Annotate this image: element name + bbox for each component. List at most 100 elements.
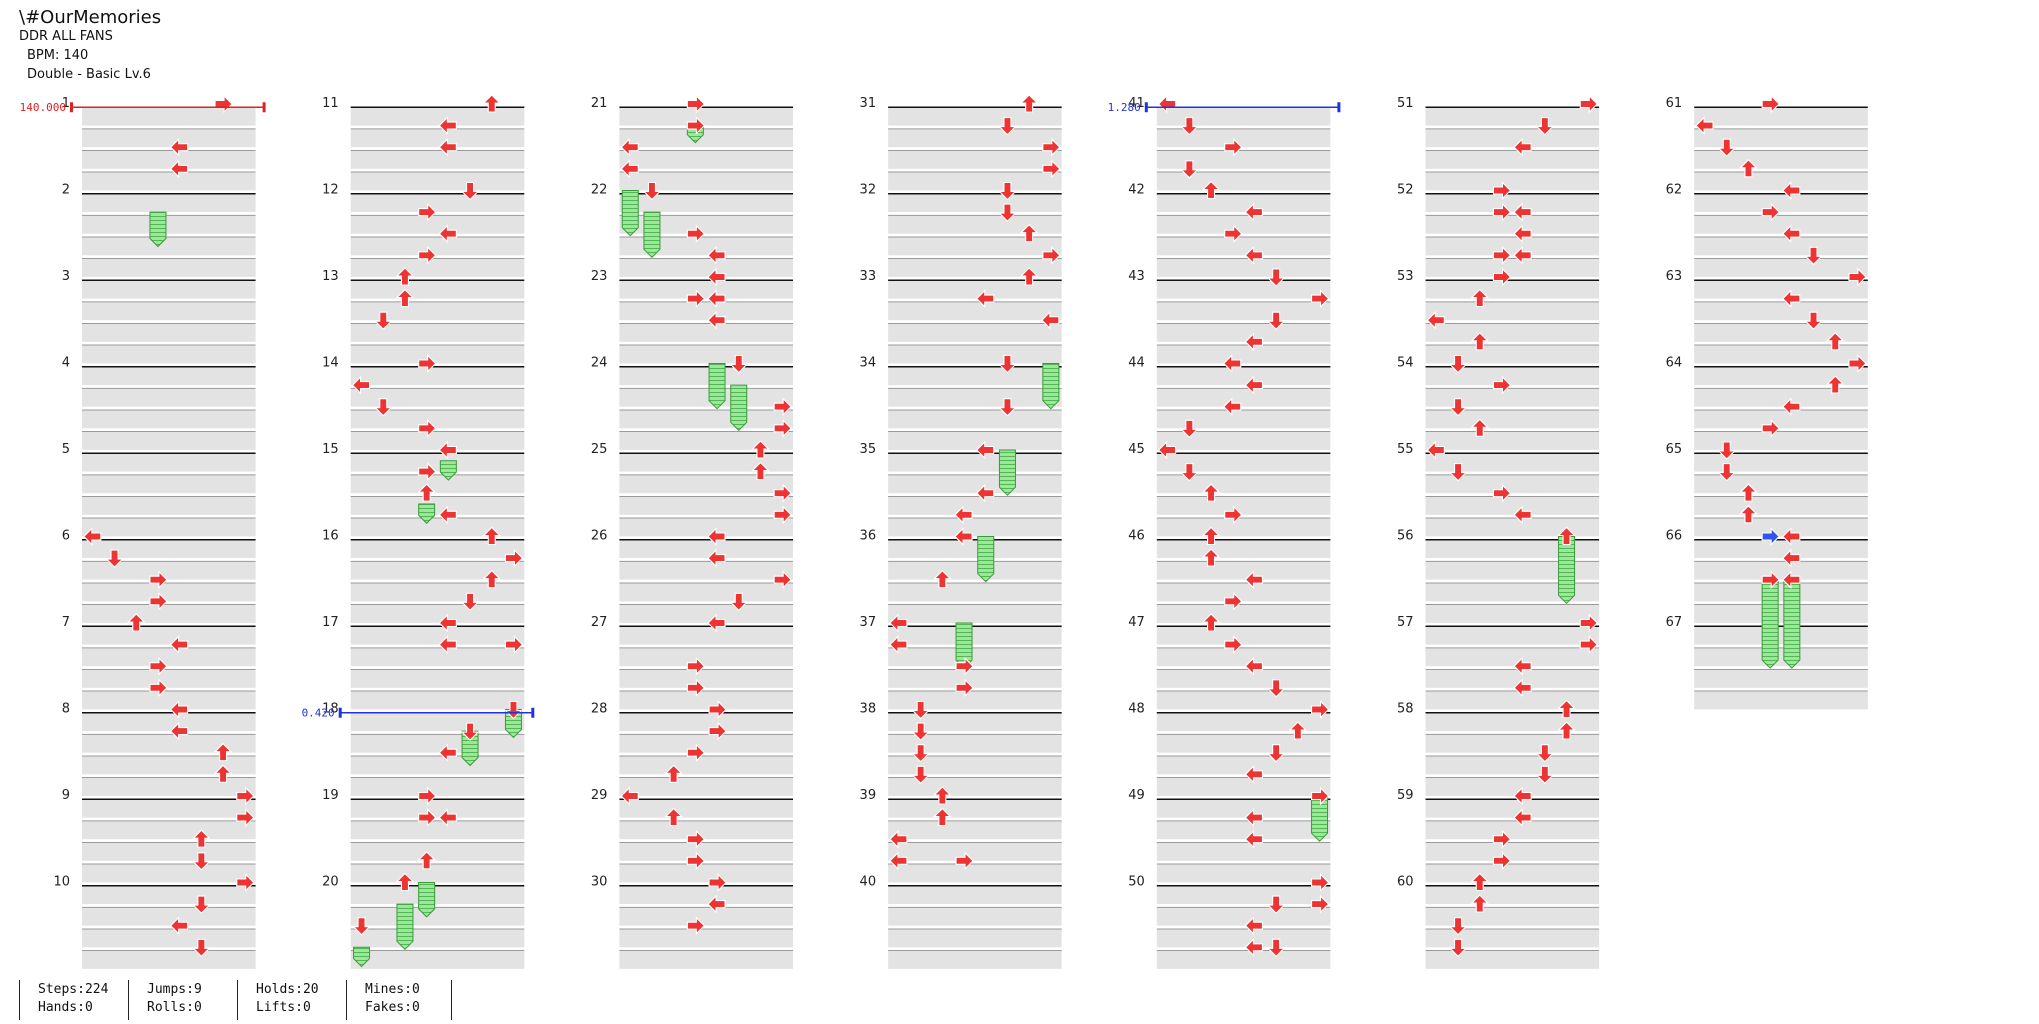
measure-band	[350, 258, 525, 277]
speed-change-tick	[70, 102, 73, 113]
measure-band	[1156, 431, 1331, 450]
measure-band	[1156, 626, 1331, 645]
step-arrow-left	[1782, 289, 1801, 308]
step-arrow-left	[707, 527, 726, 546]
stats-steps-hands: Steps:224 Hands:0	[19, 980, 128, 1020]
measure-band	[1694, 691, 1868, 710]
step-arrow-left	[1244, 937, 1263, 957]
measure-band	[82, 820, 256, 840]
measure-band	[350, 777, 525, 796]
measure-number: 44	[1128, 356, 1145, 371]
step-arrow-right	[1042, 137, 1061, 157]
step-arrow-left	[1782, 548, 1801, 568]
step-arrow-left	[169, 916, 189, 936]
step-arrow-up	[751, 440, 770, 459]
speed-change-value: 1.280	[1108, 101, 1141, 114]
step-arrow-left	[707, 267, 726, 287]
measure-band	[888, 193, 1062, 213]
step-arrow-down	[1448, 398, 1468, 417]
measure-band	[1156, 604, 1331, 623]
measure-band	[888, 236, 1062, 256]
step-arrow-down	[1804, 311, 1823, 330]
step-arrow-up	[1739, 159, 1758, 178]
step-arrow-down	[192, 852, 211, 871]
measure-band	[1694, 107, 1868, 126]
measure-band	[82, 864, 256, 883]
measure-band	[1425, 561, 1600, 580]
step-arrow-left	[1244, 202, 1263, 222]
measure-band	[1425, 366, 1600, 386]
hold-body	[1761, 579, 1779, 669]
step-arrow-left	[1513, 678, 1532, 698]
measure-band	[1156, 409, 1331, 429]
step-arrow-up	[751, 461, 770, 481]
measure-band	[350, 691, 525, 710]
measure-band	[888, 107, 1062, 126]
measure-band	[888, 885, 1062, 905]
measure-number: 36	[860, 529, 877, 544]
measure-band	[619, 431, 793, 450]
step-arrow-left	[620, 137, 639, 157]
step-arrow-left	[169, 700, 189, 719]
measure-band	[619, 799, 793, 818]
step-arrow-right	[1761, 94, 1780, 114]
measure-band	[1156, 323, 1331, 342]
step-arrow-right	[773, 505, 792, 525]
step-arrow-down	[1180, 463, 1199, 482]
measure-band	[888, 474, 1062, 494]
measure-band	[1425, 820, 1600, 840]
measure-band	[888, 280, 1062, 299]
measure-band	[619, 215, 793, 234]
stats-jumps-rolls: Jumps:9 Rolls:0	[128, 980, 237, 1020]
chart-header: \#OurMemories DDR ALL FANS BPM: 140 Doub…	[19, 8, 161, 84]
speed-change-value: 0.420	[302, 707, 335, 720]
step-arrow-left	[954, 527, 973, 546]
step-arrow-up	[395, 288, 415, 308]
measure-band	[888, 691, 1062, 710]
measure-number: 41	[1128, 96, 1145, 111]
measure-number: 7	[62, 615, 70, 630]
measure-number: 39	[860, 788, 877, 803]
step-arrow-right	[418, 202, 437, 222]
hold-body	[955, 622, 973, 669]
measure-band	[619, 496, 793, 515]
measure-band	[888, 799, 1062, 818]
measure-band	[619, 820, 793, 840]
hold-body	[1311, 795, 1329, 842]
measure-band	[1694, 539, 1868, 559]
step-arrow-right	[955, 851, 974, 871]
measure-band	[619, 539, 793, 559]
measure-band	[619, 518, 793, 537]
measure-band	[619, 236, 793, 256]
measure-band	[350, 409, 525, 429]
step-arrow-left	[83, 527, 102, 546]
measure-band	[1156, 236, 1331, 256]
measure-band	[1156, 777, 1331, 796]
measure-band	[888, 842, 1062, 861]
hold-body	[708, 363, 726, 410]
measure-band	[350, 539, 525, 559]
measure-band	[82, 431, 256, 450]
step-arrow-down	[1180, 117, 1199, 136]
step-arrow-down	[504, 700, 523, 720]
measure-band	[82, 345, 256, 364]
measure-band	[619, 626, 793, 645]
measure-band	[1694, 258, 1868, 277]
measure-band	[350, 150, 525, 169]
hold-body	[1558, 536, 1576, 605]
step-arrow-right	[1311, 786, 1330, 806]
measure-number: 3	[62, 269, 70, 284]
measure-band	[1694, 453, 1868, 472]
measure-band	[1425, 236, 1600, 256]
step-arrow-down	[998, 117, 1017, 136]
measure-number: 42	[1128, 183, 1145, 198]
measure-number: 34	[860, 356, 877, 371]
measure-band	[1425, 258, 1600, 277]
step-arrow-right	[1224, 137, 1243, 157]
measure-band	[82, 691, 256, 710]
measure-band	[350, 323, 525, 342]
measure-band	[619, 755, 793, 775]
step-arrow-right	[773, 397, 792, 417]
step-arrow-right	[1492, 483, 1512, 503]
step-arrow-left	[1513, 786, 1532, 806]
